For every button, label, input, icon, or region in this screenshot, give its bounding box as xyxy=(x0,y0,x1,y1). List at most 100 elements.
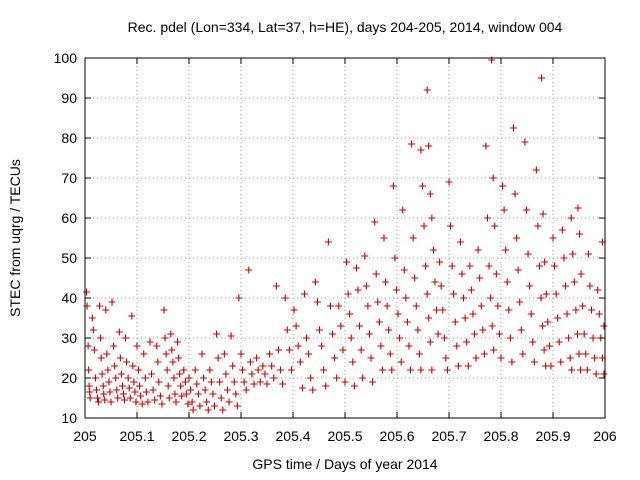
data-point xyxy=(362,282,370,290)
y-tick-label: 80 xyxy=(61,130,77,146)
data-point xyxy=(583,366,591,374)
data-point xyxy=(121,396,129,404)
data-point xyxy=(140,350,148,358)
data-point xyxy=(526,282,534,290)
data-point xyxy=(445,178,453,186)
data-point xyxy=(200,374,208,382)
data-point xyxy=(253,354,261,362)
data-point xyxy=(516,298,524,306)
data-point xyxy=(497,354,505,362)
data-point xyxy=(101,396,109,404)
data-point xyxy=(142,388,150,396)
data-point xyxy=(239,366,247,374)
data-point xyxy=(222,370,230,378)
data-point xyxy=(219,406,227,414)
data-point xyxy=(591,354,599,362)
data-point xyxy=(108,298,116,306)
data-point xyxy=(339,346,347,354)
data-point xyxy=(417,146,425,154)
data-point xyxy=(347,334,355,342)
data-point xyxy=(285,346,293,354)
data-point xyxy=(542,290,550,298)
data-point xyxy=(474,246,482,254)
data-point xyxy=(185,374,193,382)
data-point xyxy=(313,298,321,306)
data-point xyxy=(428,366,436,374)
axis-ticks xyxy=(84,57,606,419)
data-point xyxy=(532,166,540,174)
data-point xyxy=(128,312,136,320)
data-point xyxy=(174,338,182,346)
data-point xyxy=(198,350,206,358)
data-point xyxy=(552,290,560,298)
data-point xyxy=(305,350,313,358)
data-point xyxy=(466,262,474,270)
data-point xyxy=(114,394,122,402)
data-point xyxy=(460,294,468,302)
data-point xyxy=(217,394,225,402)
data-point xyxy=(540,346,548,354)
data-point xyxy=(153,342,161,350)
data-point xyxy=(374,298,382,306)
data-point xyxy=(303,334,311,342)
data-point xyxy=(171,390,179,398)
data-point xyxy=(439,306,447,314)
data-point xyxy=(576,230,584,238)
data-point xyxy=(549,234,557,242)
data-point xyxy=(448,262,456,270)
data-point xyxy=(527,310,535,318)
data-point xyxy=(104,366,112,374)
data-point xyxy=(447,222,455,230)
data-point xyxy=(184,400,192,408)
data-point xyxy=(469,310,477,318)
data-point xyxy=(371,218,379,226)
data-point xyxy=(333,374,341,382)
data-point xyxy=(521,138,529,146)
data-point xyxy=(389,182,397,190)
grid xyxy=(85,58,605,418)
x-tick-label: 205.7 xyxy=(431,428,466,444)
y-tick-label: 10 xyxy=(61,410,77,426)
data-point xyxy=(97,354,105,362)
data-point xyxy=(580,330,588,338)
data-point xyxy=(83,288,91,296)
data-point xyxy=(165,394,173,402)
data-point xyxy=(391,254,399,262)
data-point xyxy=(194,390,202,398)
data-point xyxy=(92,386,100,394)
data-point xyxy=(453,342,461,350)
data-point xyxy=(367,354,375,362)
data-point xyxy=(415,350,423,358)
data-point xyxy=(538,74,546,82)
data-point xyxy=(425,142,433,150)
data-point xyxy=(112,374,120,382)
data-point xyxy=(324,238,332,246)
x-tick-label: 205.3 xyxy=(223,428,258,444)
data-point xyxy=(300,290,308,298)
data-point xyxy=(365,330,373,338)
data-point xyxy=(409,234,417,242)
data-point xyxy=(248,370,256,378)
data-point xyxy=(584,250,592,258)
data-point xyxy=(84,342,92,350)
data-point xyxy=(537,294,545,302)
data-point xyxy=(225,398,233,406)
data-point xyxy=(309,386,317,394)
data-point xyxy=(594,286,602,294)
data-point xyxy=(572,306,580,314)
data-point xyxy=(176,370,184,378)
data-point xyxy=(388,366,396,374)
data-point xyxy=(561,282,569,290)
data-point xyxy=(136,382,144,390)
data-point xyxy=(442,354,450,362)
data-point xyxy=(210,402,218,410)
data-point xyxy=(281,294,289,302)
data-point xyxy=(318,342,326,350)
data-point xyxy=(567,214,575,222)
data-point xyxy=(385,326,393,334)
data-point xyxy=(544,318,552,326)
data-point xyxy=(403,318,411,326)
data-point xyxy=(511,190,519,198)
data-point xyxy=(487,294,495,302)
data-point xyxy=(479,326,487,334)
